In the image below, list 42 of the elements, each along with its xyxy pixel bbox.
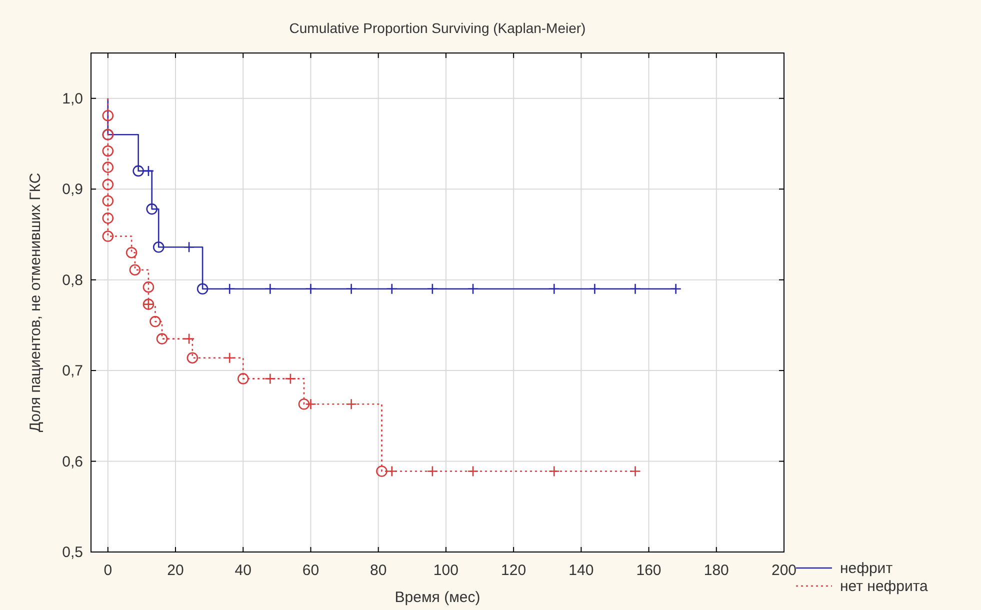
x-tick-label: 140 bbox=[568, 562, 594, 579]
x-tick-label: 60 bbox=[302, 562, 320, 579]
legend-label: нефрит bbox=[840, 560, 893, 577]
point bbox=[126, 246, 138, 258]
point bbox=[146, 203, 158, 215]
point bbox=[102, 212, 114, 224]
x-tick-label: 20 bbox=[167, 562, 184, 579]
y-tick-label: 0,8 bbox=[62, 272, 83, 289]
y-tick-label: 0,7 bbox=[62, 362, 83, 380]
y-tick-label: 1,0 bbox=[62, 90, 83, 108]
point bbox=[102, 195, 114, 207]
point bbox=[102, 178, 114, 190]
point bbox=[376, 466, 388, 477]
y-tick-label: 0,9 bbox=[62, 181, 83, 198]
x-tick-label: 120 bbox=[501, 562, 526, 579]
x-tick-label: 200 bbox=[771, 562, 797, 579]
point bbox=[152, 242, 164, 253]
point bbox=[196, 283, 208, 295]
point bbox=[102, 230, 114, 242]
point bbox=[132, 165, 144, 177]
x-tick-label: 180 bbox=[704, 562, 729, 579]
point bbox=[150, 316, 161, 328]
point bbox=[237, 373, 249, 384]
x-tick-label: 0 bbox=[104, 562, 112, 579]
legend-label: нет нефрита bbox=[840, 578, 929, 595]
x-tick-label: 100 bbox=[433, 562, 458, 579]
x-tick-label: 40 bbox=[234, 562, 252, 579]
point bbox=[156, 333, 168, 344]
y-tick-label: 0,5 bbox=[62, 544, 83, 561]
y-axis-title: Доля пациентов, не отменивших ГКС bbox=[27, 172, 44, 432]
point bbox=[102, 162, 114, 173]
point bbox=[142, 281, 154, 293]
point bbox=[102, 145, 114, 157]
chart-title: Cumulative Proportion Surviving (Kaplan-Meier) bbox=[289, 20, 586, 36]
point bbox=[186, 352, 198, 364]
y-tick-label: 0,6 bbox=[62, 453, 83, 470]
point bbox=[129, 264, 141, 276]
point bbox=[298, 398, 310, 410]
x-axis-title: Время (мес) bbox=[394, 589, 480, 606]
point bbox=[102, 110, 114, 122]
x-tick-label: 160 bbox=[636, 562, 662, 579]
x-tick-label: 80 bbox=[370, 562, 387, 579]
